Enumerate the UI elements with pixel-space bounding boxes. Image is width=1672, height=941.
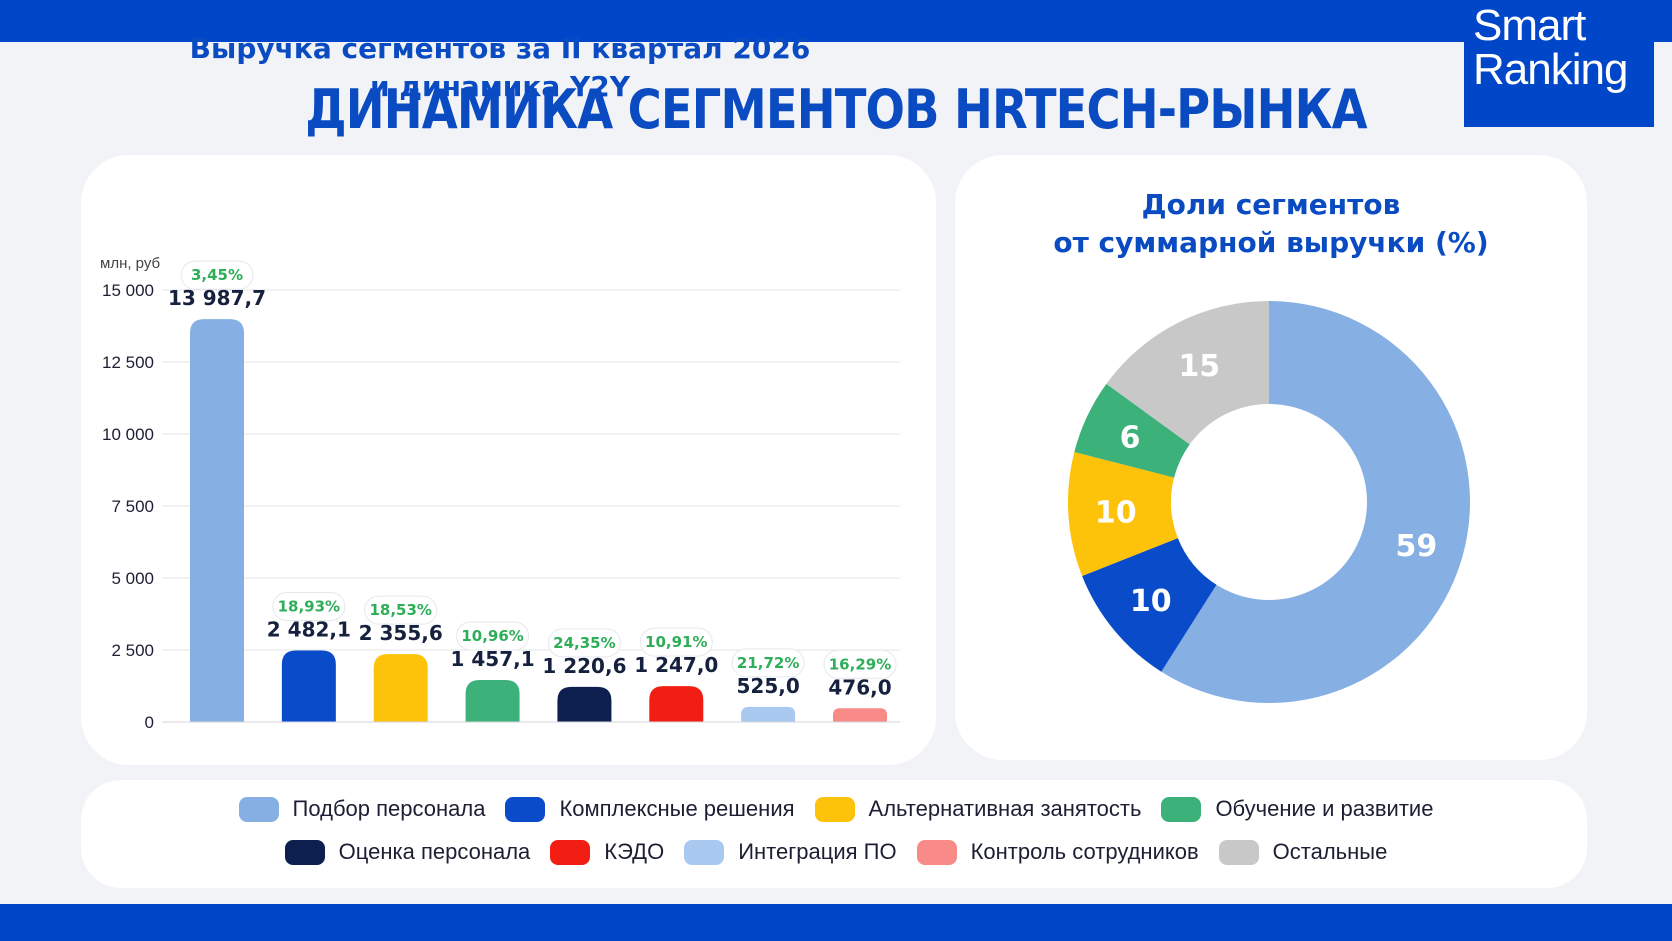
growth-label: 16,29% bbox=[829, 655, 891, 673]
bottom-bar bbox=[0, 904, 1672, 941]
bar-value-label: 1 247,0 bbox=[634, 653, 718, 677]
legend-swatch bbox=[916, 839, 957, 865]
growth-label: 10,96% bbox=[461, 627, 523, 645]
legend-item: Контроль сотрудников bbox=[916, 839, 1199, 865]
pie-slice-label: 10 bbox=[1130, 584, 1172, 619]
growth-badge bbox=[823, 649, 897, 679]
bar-chart-title: Выручка сегментов за II квартал 2026 и д… bbox=[0, 30, 1000, 106]
growth-badge bbox=[731, 648, 805, 678]
pie-slice bbox=[1082, 538, 1217, 672]
growth-label: 18,53% bbox=[369, 601, 431, 619]
bar bbox=[833, 708, 887, 722]
pie-slice-label: 10 bbox=[1095, 496, 1137, 531]
growth-badge bbox=[639, 627, 713, 657]
growth-label: 18,93% bbox=[278, 598, 340, 616]
legend-item: Комплексные решения bbox=[505, 796, 795, 822]
bar-value-label: 525,0 bbox=[737, 674, 800, 698]
bar bbox=[465, 680, 520, 722]
legend-item: Оценка персонала bbox=[284, 839, 531, 865]
legend-label: Альтернативная занятость bbox=[868, 796, 1142, 821]
legend-item: Подбор персонала bbox=[238, 796, 486, 822]
y-tick-label: 0 bbox=[145, 713, 154, 732]
legend-item: Обучение и развитие bbox=[1161, 796, 1433, 822]
bar-value-label: 2 355,6 bbox=[359, 621, 443, 645]
growth-badge bbox=[364, 595, 438, 625]
pie-chart-title-line-2: от суммарной выручки (%) bbox=[1053, 226, 1489, 259]
growth-badge bbox=[272, 592, 346, 622]
growth-label: 21,72% bbox=[737, 654, 799, 672]
pie-slice bbox=[1161, 301, 1471, 703]
bar bbox=[649, 686, 704, 722]
pie-slice-label: 15 bbox=[1178, 349, 1220, 384]
bar bbox=[557, 686, 612, 722]
legend-row-2: Оценка персонала КЭДО Интеграция ПО Контрол… bbox=[0, 839, 1672, 865]
bar-value-label: 1 457,1 bbox=[451, 647, 535, 671]
growth-badge bbox=[547, 628, 621, 658]
pie-chart-title-line-1: Доли сегментов bbox=[1141, 188, 1401, 221]
logo-line-1: Smart bbox=[1473, 1, 1586, 50]
growth-label: 3,45% bbox=[191, 266, 243, 284]
page-title: ДИНАМИКА СЕГМЕНТОВ HRTECH-РЫНКА bbox=[305, 78, 1367, 141]
legend-label: Подбор персонала bbox=[292, 796, 486, 821]
y-tick-label: 5 000 bbox=[111, 569, 154, 588]
legend-item: Интеграция ПО bbox=[684, 839, 897, 865]
bar bbox=[281, 650, 336, 722]
legend-swatch bbox=[505, 796, 546, 822]
legend-label: Контроль сотрудников bbox=[970, 839, 1199, 864]
legend-item: Остальные bbox=[1218, 839, 1388, 865]
legend-label: Оценка персонала bbox=[338, 839, 531, 864]
y-tick-label: 15 000 bbox=[102, 281, 154, 300]
legend-label: Интеграция ПО bbox=[738, 839, 897, 864]
bar-chart-title-line-1: Выручка сегментов за II квартал 2026 bbox=[189, 32, 811, 65]
bar-value-label: 13 987,7 bbox=[168, 286, 266, 310]
y-tick-label: 7 500 bbox=[111, 497, 154, 516]
pie-slice bbox=[1106, 301, 1269, 445]
legend-swatch bbox=[1161, 796, 1202, 822]
growth-badge bbox=[456, 621, 530, 651]
y-tick-label: 2 500 bbox=[111, 641, 154, 660]
y-tick-label: 10 000 bbox=[102, 425, 154, 444]
pie-slice-label: 6 bbox=[1120, 421, 1141, 456]
bar-value-label: 1 220,6 bbox=[542, 654, 626, 678]
bar bbox=[373, 654, 428, 722]
y-tick-label: 12 500 bbox=[102, 353, 154, 372]
bar bbox=[741, 706, 796, 722]
bar-chart-title-line-2: и динамика Y2Y bbox=[369, 70, 631, 103]
pie-slice bbox=[1074, 383, 1190, 478]
y-axis-label: млн, руб bbox=[100, 255, 160, 272]
legend-swatch bbox=[814, 796, 855, 822]
growth-label: 10,91% bbox=[645, 633, 707, 651]
legend-swatch bbox=[684, 839, 725, 865]
top-bar bbox=[0, 0, 1672, 42]
legend-item: КЭДО bbox=[550, 839, 664, 865]
bar-value-label: 476,0 bbox=[828, 675, 891, 699]
legend-swatch bbox=[550, 839, 591, 865]
pie-slice bbox=[1068, 452, 1178, 576]
growth-badge bbox=[180, 260, 254, 290]
legend-item: Альтернативная занятость bbox=[814, 796, 1142, 822]
logo-line-2: Ranking bbox=[1473, 45, 1628, 94]
pie-slice-label: 59 bbox=[1396, 529, 1438, 564]
legend-label: Остальные bbox=[1272, 839, 1388, 864]
bar-value-label: 2 482,1 bbox=[267, 618, 351, 642]
legend-label: Обучение и развитие bbox=[1215, 796, 1434, 821]
pie-chart-title: Доли сегментов от суммарной выручки (%) bbox=[955, 186, 1587, 262]
smart-ranking-logo: Smart Ranking bbox=[1464, 0, 1654, 127]
legend-row-1: Подбор персонала Комплексные решения Альте… bbox=[0, 796, 1672, 822]
legend-label: Комплексные решения bbox=[559, 796, 795, 821]
bar bbox=[190, 319, 244, 722]
growth-label: 24,35% bbox=[553, 634, 615, 652]
legend-swatch bbox=[1218, 839, 1259, 865]
legend-swatch bbox=[238, 796, 279, 822]
legend-swatch bbox=[284, 839, 325, 865]
legend-label: КЭДО bbox=[604, 839, 665, 864]
